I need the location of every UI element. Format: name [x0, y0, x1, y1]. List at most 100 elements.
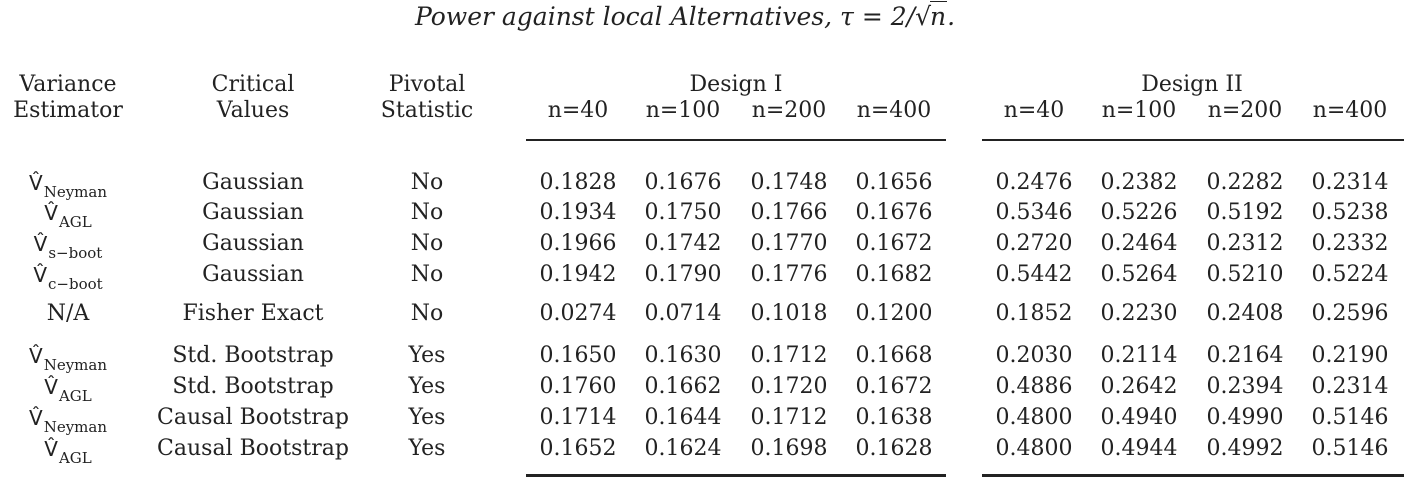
- pivotal-statistic-cell: Yes: [408, 374, 446, 399]
- design-2-power-value: 0.5238: [1311, 200, 1389, 225]
- design-2-power-value: 0.2408: [1206, 301, 1284, 326]
- design-2-sample-size-header: n=400: [1312, 98, 1388, 123]
- design-2-sample-size-header: n=200: [1207, 98, 1283, 123]
- design-1-power-value: 0.1748: [750, 170, 828, 195]
- design-2-power-value: 0.5226: [1100, 200, 1178, 225]
- critical-values-cell: Gaussian: [202, 262, 304, 287]
- header-pivotal-line1: Pivotal: [388, 72, 466, 97]
- design-1-power-value: 0.1644: [644, 405, 722, 430]
- sqrt-symbol: √n: [915, 1, 948, 31]
- design-1-power-value: 0.1676: [855, 200, 933, 225]
- design-2-power-value: 0.5264: [1100, 262, 1178, 287]
- estimator-cell: V̂c−boot: [33, 262, 103, 293]
- design-1-power-value: 0.1628: [855, 436, 933, 461]
- design-1-sample-size-header: n=100: [645, 98, 721, 123]
- design-1-power-value: 0.1750: [644, 200, 722, 225]
- design-1-power-value: 0.1720: [750, 374, 828, 399]
- design-1-power-value: 0.1790: [644, 262, 722, 287]
- design-2-power-value: 0.2382: [1100, 170, 1178, 195]
- pivotal-statistic-cell: No: [410, 200, 444, 225]
- design-2-power-value: 0.1852: [995, 301, 1073, 326]
- design-1-rule-top: [526, 139, 946, 141]
- design-1-power-value: 0.1714: [539, 405, 617, 430]
- pivotal-statistic-cell: No: [410, 231, 444, 256]
- design-2-power-value: 0.5346: [995, 200, 1073, 225]
- header-pivotal-line2: Statistic: [380, 98, 474, 123]
- design-1-power-value: 0.1650: [539, 343, 617, 368]
- critical-values-cell: Std. Bootstrap: [172, 374, 334, 399]
- pivotal-statistic-cell: No: [410, 301, 444, 326]
- header-critical-line1: Critical: [211, 72, 295, 97]
- variance-symbol: V̂: [44, 375, 58, 399]
- design-1-power-value: 0.1776: [750, 262, 828, 287]
- design-1-power-value: 0.1630: [644, 343, 722, 368]
- design-1-sample-size-header: n=400: [856, 98, 932, 123]
- design-1-power-value: 0.1828: [539, 170, 617, 195]
- design-2-power-value: 0.5210: [1206, 262, 1284, 287]
- estimator-cell: V̂s−boot: [33, 231, 103, 262]
- header-variance-line1: Variance: [19, 72, 117, 97]
- critical-values-cell: Fisher Exact: [182, 301, 324, 326]
- design-1-power-value: 0.1672: [855, 374, 933, 399]
- estimator-subscript: Neyman: [43, 418, 107, 436]
- header-variance-line2: Estimator: [13, 98, 123, 123]
- estimator-subscript: Neyman: [43, 183, 107, 201]
- design-1-power-value: 0.1652: [539, 436, 617, 461]
- header-variance-estimator: Variance Estimator: [13, 72, 123, 124]
- design-2-rule-top: [982, 139, 1404, 141]
- design-2-power-value: 0.2642: [1100, 374, 1178, 399]
- design-2-power-value: 0.2030: [995, 343, 1073, 368]
- design-1-power-value: 0.1672: [855, 231, 933, 256]
- header-pivotal-statistic: Pivotal Statistic: [381, 72, 473, 124]
- critical-values-cell: Gaussian: [202, 200, 304, 225]
- design-2-power-value: 0.2164: [1206, 343, 1284, 368]
- design-2-power-value: 0.2190: [1311, 343, 1389, 368]
- estimator-text: N/A: [46, 301, 90, 326]
- estimator-cell: V̂Neyman: [29, 405, 107, 436]
- design-1-power-value: 0.0714: [644, 301, 722, 326]
- variance-symbol: V̂: [33, 263, 48, 287]
- design-1-power-value: 0.1662: [644, 374, 722, 399]
- design-2-power-value: 0.4944: [1100, 436, 1178, 461]
- estimator-subscript: s−boot: [48, 244, 103, 262]
- design-2-sample-size-header: n=100: [1101, 98, 1177, 123]
- estimator-cell: V̂AGL: [44, 374, 91, 405]
- critical-values-cell: Std. Bootstrap: [172, 343, 334, 368]
- design-2-power-value: 0.5442: [995, 262, 1073, 287]
- design-2-power-value: 0.4940: [1100, 405, 1178, 430]
- estimator-cell: N/A: [47, 301, 90, 327]
- design-2-power-value: 0.2394: [1206, 374, 1284, 399]
- critical-values-cell: Causal Bootstrap: [157, 405, 349, 430]
- estimator-cell: V̂Neyman: [29, 343, 107, 374]
- design-1-rule-bottom: [526, 474, 946, 477]
- variance-symbol: V̂: [33, 232, 48, 256]
- design-1-power-value: 0.1934: [539, 200, 617, 225]
- estimator-cell: V̂Neyman: [29, 170, 107, 201]
- design-1-power-value: 0.1698: [750, 436, 828, 461]
- pivotal-statistic-cell: Yes: [408, 405, 446, 430]
- design-1-power-value: 0.0274: [539, 301, 617, 326]
- design-2-power-value: 0.5146: [1311, 405, 1389, 430]
- design-1-power-value: 0.1766: [750, 200, 828, 225]
- design-2-power-value: 0.2312: [1206, 231, 1284, 256]
- estimator-subscript: Neyman: [43, 356, 107, 374]
- design-2-power-value: 0.5192: [1206, 200, 1284, 225]
- design-1-power-value: 0.1742: [644, 231, 722, 256]
- design-2-power-value: 0.2596: [1311, 301, 1389, 326]
- pivotal-statistic-cell: No: [410, 170, 444, 195]
- estimator-subscript: c−boot: [48, 275, 103, 293]
- design-1-power-value: 0.1018: [750, 301, 828, 326]
- design-2-power-value: 0.2720: [995, 231, 1073, 256]
- design-1-power-value: 0.1966: [539, 231, 617, 256]
- critical-values-cell: Gaussian: [202, 170, 304, 195]
- pivotal-statistic-cell: Yes: [408, 343, 446, 368]
- critical-values-cell: Causal Bootstrap: [157, 436, 349, 461]
- design-1-power-value: 0.1942: [539, 262, 617, 287]
- design-1-power-value: 0.1668: [855, 343, 933, 368]
- header-design-2: Design II: [1141, 72, 1243, 97]
- design-2-power-value: 0.4992: [1206, 436, 1284, 461]
- design-2-power-value: 0.2230: [1100, 301, 1178, 326]
- critical-values-cell: Gaussian: [202, 231, 304, 256]
- design-2-power-value: 0.2314: [1311, 170, 1389, 195]
- title-radicand: n: [930, 1, 948, 31]
